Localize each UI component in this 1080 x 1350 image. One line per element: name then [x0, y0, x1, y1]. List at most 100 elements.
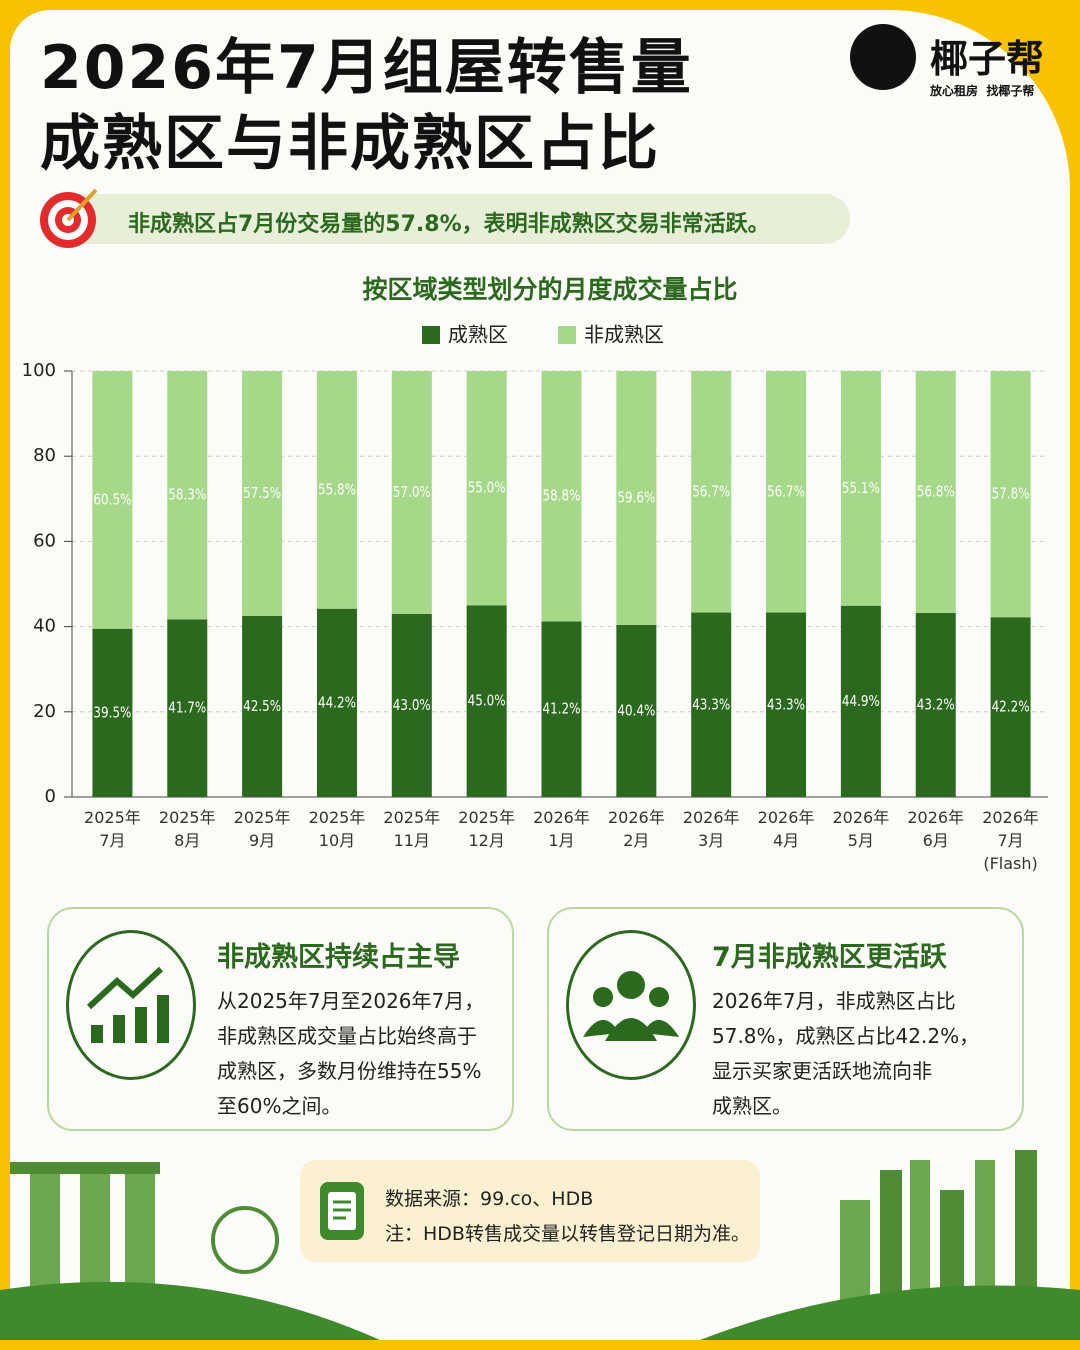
bar-segment — [840, 371, 881, 606]
value-label: 58.8% — [543, 487, 581, 505]
bar-segment — [691, 612, 732, 797]
title-line: 成熟区与非成熟区占比 — [40, 109, 660, 179]
bar-segment — [316, 371, 357, 609]
y-tick-label: 60 — [33, 530, 56, 551]
x-tick-label: 2025年 11月 — [383, 808, 441, 850]
bar-segment — [990, 617, 1031, 797]
footer-box — [300, 1160, 760, 1262]
bar-segment — [766, 612, 807, 797]
bar-segment — [616, 624, 657, 797]
bar-segment — [766, 371, 807, 613]
logo — [850, 24, 916, 90]
value-label: 45.0% — [468, 692, 506, 710]
value-label: 44.9% — [842, 692, 880, 710]
icon-people — [583, 971, 679, 1041]
slogan: 放心租房 找椰子帮 — [930, 84, 1035, 98]
bar-segment — [92, 628, 133, 797]
legend-label: 成熟区 — [448, 323, 508, 347]
bar-segment — [391, 371, 432, 614]
target-icon — [40, 188, 98, 248]
y-tick-label: 100 — [22, 360, 56, 381]
x-tick-label: 2025年 10月 — [308, 808, 366, 850]
value-label: 55.1% — [842, 479, 880, 497]
value-label: 58.3% — [168, 486, 206, 504]
bar-segment — [990, 371, 1031, 618]
bar-segment — [167, 619, 208, 797]
value-label: 41.7% — [168, 699, 206, 717]
bar-segment — [840, 605, 881, 797]
card-body: 2026年7月，非成熟区占比 57.8%，成熟区占比42.2%， 显示买家更活跃… — [712, 989, 980, 1118]
y-tick-label: 20 — [33, 701, 56, 722]
bar-segment — [92, 371, 133, 629]
value-label: 56.7% — [692, 482, 730, 500]
value-label: 56.8% — [917, 482, 955, 500]
card-body: 从2025年7月至2026年7月， 非成熟区成交量占比始终高于 成熟区，多数月份… — [217, 989, 485, 1118]
legend-label: 非成熟区 — [584, 323, 664, 347]
note: 注：HDB转售成交量以转售登记日期为准。 — [385, 1223, 750, 1245]
value-label: 42.2% — [992, 698, 1030, 716]
value-label: 57.5% — [243, 484, 281, 502]
x-tick-label: 2026年 1月 — [533, 808, 590, 850]
x-tick-label: 2026年 3月 — [682, 808, 740, 850]
x-tick-label: 2025年 7月 — [84, 808, 141, 850]
bar-segment — [466, 605, 507, 797]
chart-title: 按区域类型划分的月度成交量占比 — [362, 275, 737, 304]
bar-segment — [691, 371, 732, 613]
value-label: 43.0% — [393, 696, 431, 714]
skyline — [0, 1150, 1080, 1340]
bar-segment — [316, 608, 357, 797]
card-title: 7月非成熟区更活跃 — [712, 942, 947, 973]
value-label: 42.5% — [243, 697, 281, 715]
title-line: 2026年7月组屋转售量 — [40, 33, 693, 103]
legend-swatch — [558, 326, 576, 344]
value-label: 56.7% — [767, 482, 805, 500]
brand: 椰子帮 — [930, 37, 1045, 81]
bar-segment — [541, 621, 582, 797]
y-tick-label: 80 — [33, 445, 56, 466]
icon-graph — [86, 966, 169, 1043]
title: 2026年7月组屋转售量 成熟区与非成熟区占比 — [40, 30, 693, 182]
value-label: 40.4% — [617, 701, 655, 719]
icon — [66, 930, 196, 1080]
bar-segment — [242, 371, 283, 616]
value-label: 59.6% — [617, 488, 655, 506]
chart: 按区域类型划分的月度成交量占比 成熟区 非成熟区 0 20 40 60 80 100 39.5%… — [22, 275, 1048, 807]
value-label: 43.3% — [692, 695, 730, 713]
bar-segment — [391, 613, 432, 797]
x-tick-label: 2025年 8月 — [158, 808, 216, 850]
card-title: 非成熟区持续占主导 — [217, 942, 460, 973]
bar-segment — [616, 371, 657, 625]
icon — [566, 930, 696, 1080]
x-tick-label: 2026年 7月 (Flash) — [982, 808, 1039, 873]
y-tick-label: 40 — [33, 616, 56, 637]
highlight-text: 非成熟区占7月份交易量的57.8%，表明非成熟区交易非常活跃。 — [128, 212, 770, 237]
highlight-box — [40, 194, 850, 244]
bar-segment — [242, 615, 283, 797]
value-label: 57.8% — [992, 485, 1030, 503]
source: 数据来源：99.co、HDB — [385, 1188, 594, 1210]
x-tick-label: 2026年 5月 — [832, 808, 890, 850]
y-tick-label: 0 — [45, 786, 56, 807]
bar-segment — [167, 371, 208, 620]
bar-segment — [915, 612, 956, 797]
value-label: 39.5% — [93, 703, 131, 721]
x-tick-label: 2025年 12月 — [458, 808, 515, 850]
x-tick-label: 2026年 6月 — [907, 808, 965, 850]
x-tick-label: 2026年 4月 — [757, 808, 815, 850]
value-label: 43.3% — [767, 695, 805, 713]
x-tick-label: 2025年 9月 — [233, 808, 291, 850]
value-label: 55.0% — [468, 479, 506, 497]
value-label: 44.2% — [318, 693, 356, 711]
value-label: 60.5% — [93, 490, 131, 508]
bar-segment — [915, 371, 956, 613]
legend-swatch — [422, 326, 440, 344]
doc-icon — [320, 1182, 364, 1240]
bar-segment — [541, 371, 582, 622]
value-label: 57.0% — [393, 483, 431, 501]
value-label: 43.2% — [917, 695, 955, 713]
x-tick-label: 2026年 2月 — [607, 808, 665, 850]
value-label: 55.8% — [318, 480, 356, 498]
bar-segment — [466, 371, 507, 606]
value-label: 41.2% — [543, 700, 581, 718]
